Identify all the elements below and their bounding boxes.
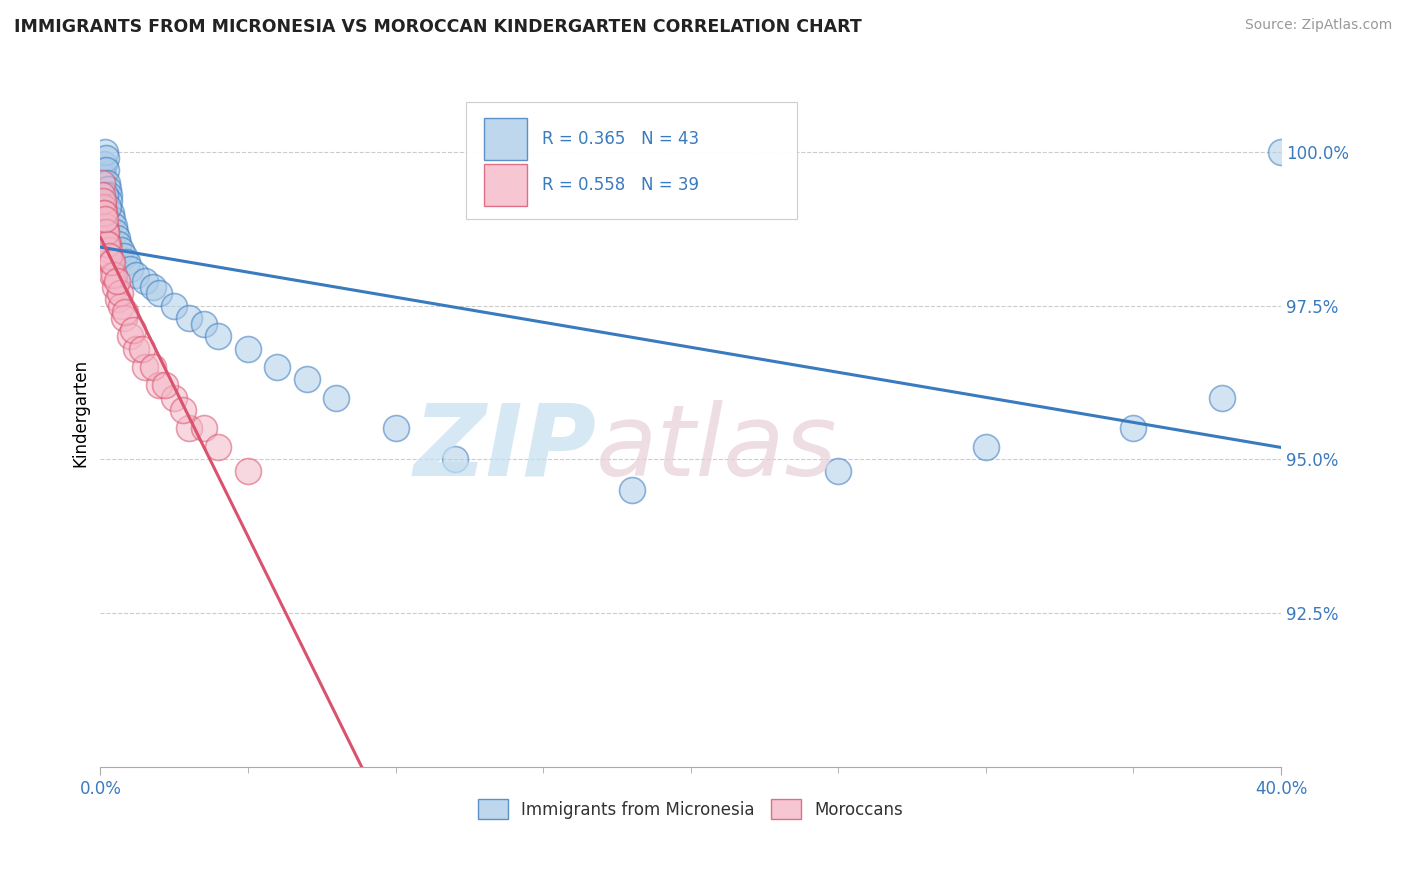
Point [103, 219, 125, 233]
Point [93, 157, 115, 171]
Point [108, 286, 131, 301]
Point [125, 342, 148, 356]
Point [827, 465, 849, 479]
Point [207, 329, 229, 343]
Point [142, 280, 165, 294]
Point [1270, 145, 1292, 159]
Point [91, 200, 114, 214]
Point [236, 465, 259, 479]
Point [148, 286, 170, 301]
FancyBboxPatch shape [484, 119, 527, 160]
Point [97, 249, 120, 263]
Point [97, 182, 120, 196]
Point [91, 187, 114, 202]
Point [107, 237, 129, 252]
Point [148, 378, 170, 392]
Point [207, 440, 229, 454]
Point [974, 440, 997, 454]
Point [101, 212, 124, 227]
Text: IMMIGRANTS FROM MICRONESIA VS MOROCCAN KINDERGARTEN CORRELATION CHART: IMMIGRANTS FROM MICRONESIA VS MOROCCAN K… [14, 18, 862, 36]
Text: ZIP: ZIP [413, 400, 596, 497]
Point [104, 225, 127, 239]
Point [131, 342, 153, 356]
Point [90, 176, 112, 190]
Point [94, 219, 117, 233]
Point [96, 225, 118, 239]
Point [620, 483, 643, 497]
Point [110, 243, 132, 257]
Point [100, 255, 122, 269]
Point [91, 169, 114, 184]
Point [91, 176, 114, 190]
Text: R = 0.365   N = 43: R = 0.365 N = 43 [541, 130, 699, 148]
Point [97, 187, 120, 202]
Point [104, 280, 127, 294]
Point [236, 342, 259, 356]
FancyBboxPatch shape [484, 164, 527, 206]
Point [90, 163, 112, 178]
Point [125, 268, 148, 282]
Point [325, 391, 347, 405]
Point [114, 304, 136, 318]
Point [112, 249, 135, 263]
Point [118, 261, 141, 276]
Point [96, 176, 118, 190]
Point [96, 163, 118, 178]
Point [94, 145, 117, 159]
Text: Source: ZipAtlas.com: Source: ZipAtlas.com [1244, 18, 1392, 32]
Point [97, 200, 120, 214]
Point [94, 187, 117, 202]
Point [443, 452, 465, 467]
Point [121, 323, 143, 337]
Point [100, 255, 122, 269]
Point [94, 151, 117, 165]
Point [93, 206, 115, 220]
Point [134, 359, 156, 374]
Point [155, 378, 177, 392]
Point [98, 194, 121, 208]
Point [96, 237, 118, 252]
Legend: Immigrants from Micronesia, Moroccans: Immigrants from Micronesia, Moroccans [471, 793, 910, 825]
Point [98, 243, 121, 257]
Text: R = 0.558   N = 39: R = 0.558 N = 39 [541, 177, 699, 194]
Point [94, 212, 117, 227]
Y-axis label: Kindergarten: Kindergarten [72, 359, 89, 467]
Point [193, 421, 215, 435]
Point [295, 372, 318, 386]
Point [110, 298, 132, 312]
Point [193, 317, 215, 331]
Point [97, 237, 120, 252]
Point [134, 274, 156, 288]
Point [163, 391, 186, 405]
Point [103, 268, 125, 282]
Point [1122, 421, 1144, 435]
Point [91, 194, 114, 208]
Point [101, 268, 124, 282]
FancyBboxPatch shape [467, 102, 797, 219]
Point [118, 329, 141, 343]
Point [177, 421, 200, 435]
Point [105, 274, 128, 288]
Point [112, 310, 135, 325]
Point [1211, 391, 1233, 405]
Point [115, 255, 138, 269]
Point [105, 231, 128, 245]
Point [177, 310, 200, 325]
Point [266, 359, 288, 374]
Point [172, 403, 194, 417]
Point [142, 359, 165, 374]
Point [384, 421, 406, 435]
Text: atlas: atlas [596, 400, 838, 497]
Point [94, 225, 117, 239]
Point [163, 298, 186, 312]
Point [107, 293, 129, 307]
Point [93, 206, 115, 220]
Point [100, 206, 122, 220]
